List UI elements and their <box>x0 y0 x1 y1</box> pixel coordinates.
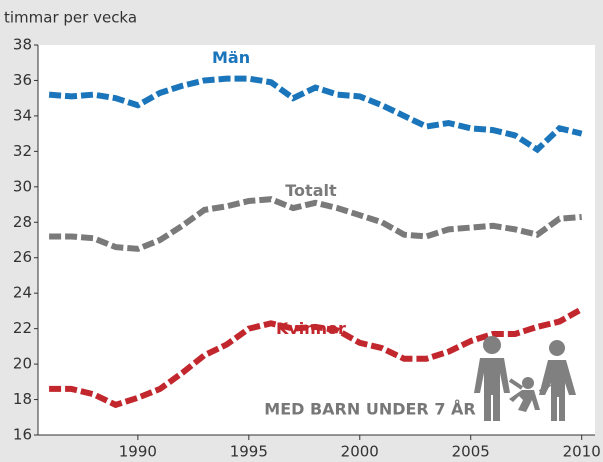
series-label: Kvinnor <box>276 319 346 338</box>
x-tick-label: 1995 <box>230 443 268 461</box>
y-axis-label: timmar per vecka <box>4 9 137 27</box>
y-tick-label: 20 <box>13 355 32 373</box>
y-tick-label: 18 <box>13 390 32 408</box>
y-tick-label: 24 <box>13 284 32 302</box>
x-tick-label: 2000 <box>341 443 379 461</box>
y-tick-label: 32 <box>13 142 32 160</box>
series-label: Totalt <box>285 181 337 200</box>
y-tick-label: 28 <box>13 213 32 231</box>
y-tick-label: 22 <box>13 319 32 337</box>
y-tick-label: 36 <box>13 71 32 89</box>
y-tick-label: 38 <box>13 36 32 54</box>
y-tick-label: 26 <box>13 248 32 266</box>
plot-area <box>38 45 595 435</box>
x-tick-label: 2005 <box>452 443 490 461</box>
series-label: Män <box>212 48 250 67</box>
y-tick-label: 16 <box>13 426 32 444</box>
annotation: MED BARN UNDER 7 ÅR <box>264 400 475 419</box>
y-tick-label: 30 <box>13 177 32 195</box>
y-tick-label: 34 <box>13 106 32 124</box>
x-tick-label: 1990 <box>119 443 157 461</box>
chart: timmar per vecka 16 18 20 22 24 26 28 30 32 34 36 3… <box>0 0 603 462</box>
x-tick-label: 2010 <box>563 443 601 461</box>
